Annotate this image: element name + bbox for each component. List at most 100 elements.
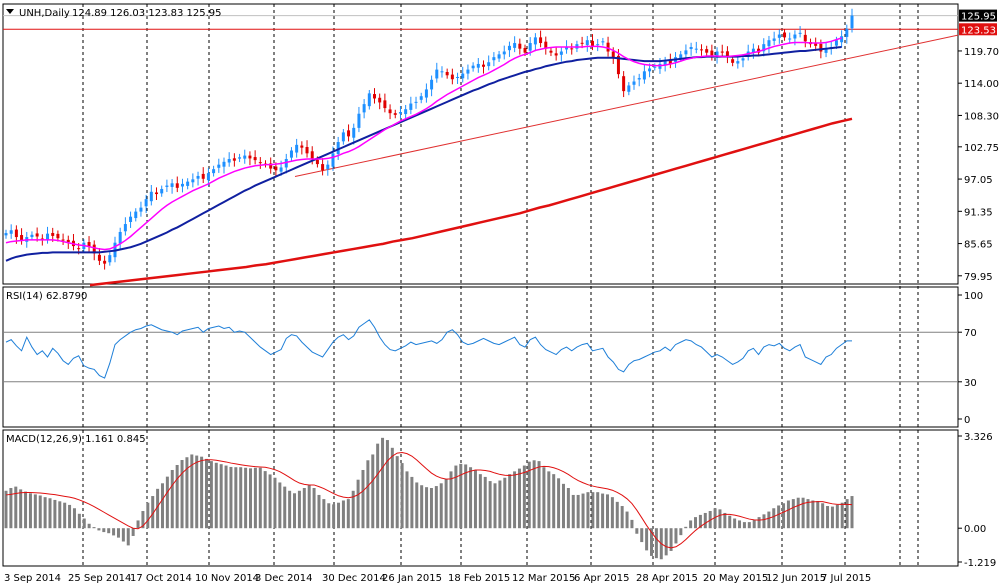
x-tick-label: 3 Sep 2014 xyxy=(4,573,61,584)
macd-histogram-bar xyxy=(283,486,287,529)
x-tick-label: 26 Jan 2015 xyxy=(382,573,442,584)
macd-histogram-bar xyxy=(307,485,311,529)
candle-body xyxy=(627,85,631,92)
macd-histogram-bar xyxy=(498,480,502,529)
candle-body xyxy=(668,60,672,64)
macd-histogram-bar xyxy=(439,483,443,529)
rsi-panel[interactable] xyxy=(3,319,958,383)
macd-histogram-bar xyxy=(513,471,517,529)
macd-panel[interactable] xyxy=(4,437,854,560)
macd-histogram-bar xyxy=(537,461,541,529)
candle-body xyxy=(118,231,122,244)
macd-histogram-bar xyxy=(63,502,67,529)
macd-histogram-bar xyxy=(601,493,605,529)
candle-body xyxy=(435,69,439,79)
candle-body xyxy=(321,164,325,171)
macd-histogram-bar xyxy=(547,471,551,529)
macd-histogram-bar xyxy=(733,518,737,529)
macd-histogram-bar xyxy=(341,500,345,529)
candle-body xyxy=(232,158,236,161)
candle-body xyxy=(108,255,112,263)
macd-histogram-bar xyxy=(371,454,375,529)
macd-histogram-bar xyxy=(762,514,766,529)
candle-body xyxy=(487,62,491,67)
candle-body xyxy=(725,51,729,58)
candle-body xyxy=(710,50,714,56)
candle-body xyxy=(507,45,511,51)
dropdown-arrow-icon[interactable] xyxy=(6,9,14,14)
candle-body xyxy=(616,55,620,75)
candle-body xyxy=(279,167,283,172)
macd-histogram-bar xyxy=(840,502,844,529)
current-price-label-bg xyxy=(959,9,997,22)
macd-histogram-bar xyxy=(268,474,272,529)
candle-body xyxy=(834,40,838,46)
candle-body xyxy=(803,34,807,42)
macd-histogram-bar xyxy=(14,486,18,529)
candle-body xyxy=(622,76,626,92)
macd-histogram-bar xyxy=(801,497,805,529)
macd-histogram-bar xyxy=(82,518,86,529)
candle-body xyxy=(61,239,65,241)
x-tick-label: 12 Mar 2015 xyxy=(512,573,575,584)
macd-histogram-bar xyxy=(620,506,624,529)
candle-body xyxy=(611,51,615,58)
macd-histogram-bar xyxy=(224,465,228,529)
macd-histogram-bar xyxy=(204,458,208,529)
candle-body xyxy=(440,71,444,73)
macd-histogram-bar xyxy=(454,465,458,529)
candle-body xyxy=(409,103,413,110)
macd-histogram-bar xyxy=(293,493,297,529)
macd-histogram-bar xyxy=(821,503,825,529)
macd-histogram-bar xyxy=(444,478,448,529)
price-panel[interactable] xyxy=(3,8,959,287)
macd-histogram-bar xyxy=(796,497,800,529)
candle-body xyxy=(4,233,8,236)
macd-histogram-bar xyxy=(136,520,140,529)
macd-histogram-bar xyxy=(694,517,698,529)
candle-body xyxy=(383,100,387,109)
candle-body xyxy=(590,40,594,46)
macd-histogram-bar xyxy=(116,528,120,538)
macd-histogram-bar xyxy=(830,506,834,529)
candle-body xyxy=(160,188,164,194)
candle-body xyxy=(663,61,667,65)
macd-histogram-bar xyxy=(610,497,614,529)
macd-histogram-bar xyxy=(718,509,722,529)
macd-histogram-bar xyxy=(385,440,389,529)
candle-body xyxy=(336,142,340,155)
candle-body xyxy=(289,150,293,158)
macd-histogram-bar xyxy=(87,523,91,529)
candle-body xyxy=(393,113,397,115)
candle-body xyxy=(362,104,366,113)
macd-histogram-bar xyxy=(273,477,277,529)
candle-body xyxy=(295,144,299,153)
candle-body xyxy=(736,61,740,64)
macd-histogram-bar xyxy=(239,467,243,529)
macd-histogram-bar xyxy=(395,456,399,529)
macd-histogram-bar xyxy=(806,499,810,529)
x-tick-label: 25 Sep 2014 xyxy=(68,573,131,584)
macd-histogram-bar xyxy=(297,490,301,529)
macd-histogram-bar xyxy=(557,478,561,529)
macd-histogram-bar xyxy=(322,499,326,529)
macd-histogram-bar xyxy=(381,437,385,529)
macd-histogram-bar xyxy=(561,483,565,529)
x-tick-label: 10 Nov 2014 xyxy=(195,573,259,584)
macd-panel-title: MACD(12,26,9) 1.161 0.845 xyxy=(6,434,146,445)
macd-histogram-bar xyxy=(478,474,482,529)
candle-body xyxy=(772,38,776,41)
price-y-tick-label: 85.65 xyxy=(964,240,993,251)
candle-body xyxy=(144,199,148,207)
macd-histogram-bar xyxy=(19,489,23,529)
macd-histogram-bar xyxy=(640,528,644,543)
candle-body xyxy=(720,51,724,53)
macd-histogram-bar xyxy=(356,479,360,529)
macd-histogram-bar xyxy=(654,528,658,559)
candle-body xyxy=(92,244,96,254)
candle-body xyxy=(461,73,465,79)
macd-histogram-bar xyxy=(121,528,125,542)
macd-histogram-bar xyxy=(469,467,473,529)
candle-body xyxy=(206,173,210,181)
